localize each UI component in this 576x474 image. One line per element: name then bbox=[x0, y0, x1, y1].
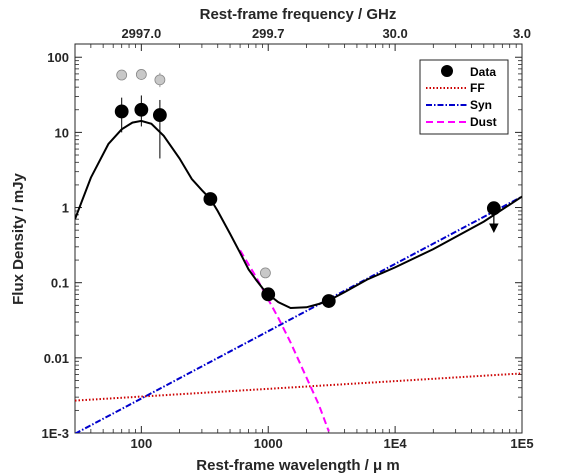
top-axis-label: Rest-frame frequency / GHz bbox=[200, 6, 397, 23]
data-point bbox=[321, 294, 336, 308]
legend-data-marker bbox=[441, 65, 453, 77]
legend-dust-label: Dust bbox=[470, 115, 497, 129]
gray-data-point bbox=[154, 74, 166, 86]
x-axis-label: Rest-frame wavelength / μ m bbox=[196, 457, 399, 474]
data-point bbox=[152, 108, 167, 122]
data-points bbox=[114, 69, 501, 308]
top-tick-label: 3.0 bbox=[513, 26, 531, 41]
legend-syn-label: Syn bbox=[470, 98, 492, 112]
data-point bbox=[261, 287, 276, 302]
gray-data-point bbox=[135, 69, 147, 80]
top-tick-label: 30.0 bbox=[382, 26, 407, 41]
legend-data-label: Data bbox=[470, 65, 496, 79]
data-point bbox=[114, 104, 129, 119]
x-tick-label: 1000 bbox=[254, 436, 283, 451]
top-tick-label: 299.7 bbox=[252, 26, 285, 41]
gray-data-point bbox=[116, 69, 128, 81]
x-tick-label: 1E4 bbox=[384, 436, 408, 451]
x-tick-label: 1E5 bbox=[510, 436, 533, 451]
x-tick-label: 100 bbox=[130, 436, 152, 451]
legend: Data FF Syn Dust bbox=[419, 59, 509, 135]
syn-line bbox=[75, 195, 522, 433]
ff-line bbox=[75, 372, 522, 402]
gray-data-point bbox=[260, 267, 271, 279]
axis-tick-labels: 100 1000 1E4 1E5 2997.0 299.7 30.0 3.0 1E-3 0.01 0… bbox=[42, 26, 534, 451]
data-point bbox=[134, 102, 149, 117]
y-tick-label: 100 bbox=[47, 50, 69, 65]
y-tick-label: 0.1 bbox=[51, 276, 69, 291]
model-curves bbox=[75, 119, 522, 433]
legend-ff-label: FF bbox=[470, 81, 485, 95]
dust-line bbox=[239, 249, 330, 432]
data-point bbox=[203, 192, 218, 206]
y-tick-label: 0.01 bbox=[44, 351, 69, 366]
y-tick-label: 1 bbox=[62, 201, 69, 216]
y-axis-label: Flux Density / mJy bbox=[10, 172, 27, 304]
data-point bbox=[486, 201, 501, 216]
y-tick-label: 10 bbox=[55, 125, 69, 140]
y-tick-label: 1E-3 bbox=[42, 426, 69, 441]
total-model-line bbox=[75, 119, 522, 310]
top-tick-label: 2997.0 bbox=[121, 26, 161, 41]
legend-box bbox=[419, 59, 509, 135]
